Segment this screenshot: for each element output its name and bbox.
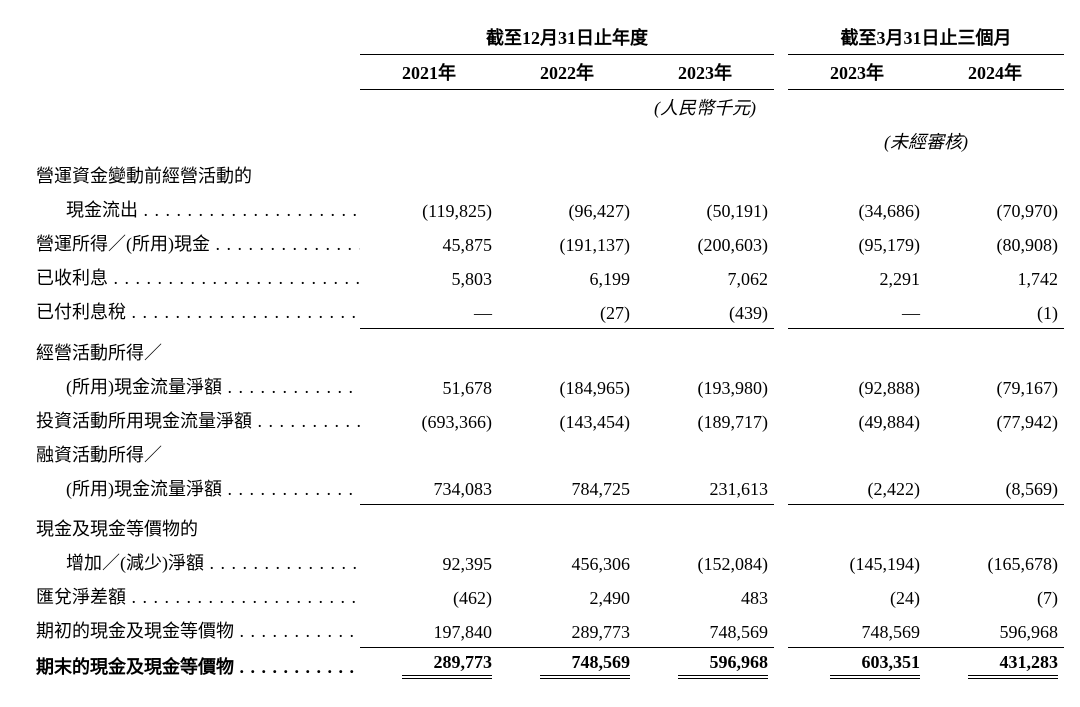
row-label: 已付利息稅 [36,302,126,322]
cell: 734,083 [360,471,498,505]
cell: (191,137) [498,226,636,260]
cell: 456,306 [498,545,636,579]
cell: (70,970) [926,192,1064,226]
col-q2024: 2024年 [926,55,1064,90]
row-label: 營運資金變動前經營活動的 [30,158,360,192]
cell: (27) [498,294,636,328]
cell: 92,395 [360,545,498,579]
quarter-group-header: 截至3月31日止三個月 [788,20,1064,55]
cell: 483 [636,579,774,613]
table-row: (所用)現金流量淨額 51,678 (184,965) (193,980) (9… [30,369,1064,403]
cell: 2,291 [788,260,926,294]
cell: (77,942) [926,403,1064,437]
table-row: (所用)現金流量淨額 734,083 784,725 231,613 (2,42… [30,471,1064,505]
cell: (143,454) [498,403,636,437]
unit-label: (人民幣千元) [636,90,774,125]
year-header-row: 2021年 2022年 2023年 2023年 2024年 [30,55,1064,90]
row-label: 現金流出 [66,200,138,220]
table-row: 現金流出 (119,825) (96,427) (50,191) (34,686… [30,192,1064,226]
row-label: (所用)現金流量淨額 [66,377,222,397]
cell: (462) [360,579,498,613]
cell: (165,678) [926,545,1064,579]
cell: (189,717) [636,403,774,437]
cell: 231,613 [636,471,774,505]
cell: 5,803 [360,260,498,294]
table-row: 融資活動所得／ [30,437,1064,471]
cell: 7,062 [636,260,774,294]
cell: (184,965) [498,369,636,403]
table-row: 已付利息稅 — (27) (439) — (1) [30,294,1064,328]
cell: 2,490 [498,579,636,613]
table-row: 匯兌淨差額 (462) 2,490 483 (24) (7) [30,579,1064,613]
table-row: 現金及現金等價物的 [30,511,1064,545]
cashflow-table: 截至12月31日止年度 截至3月31日止三個月 2021年 2022年 2023… [30,20,1064,683]
row-label: 期初的現金及現金等價物 [36,621,234,641]
cell: 6,199 [498,260,636,294]
cell: (95,179) [788,226,926,260]
cell: — [788,294,926,328]
cell: 1,742 [926,260,1064,294]
row-label: 匯兌淨差額 [36,587,126,607]
cell: 748,569 [636,613,774,647]
row-label: 融資活動所得／ [30,437,360,471]
table-row: 已收利息 5,803 6,199 7,062 2,291 1,742 [30,260,1064,294]
table-row: 營運資金變動前經營活動的 [30,158,1064,192]
cell: 197,840 [360,613,498,647]
cell: 289,773 [498,613,636,647]
cell: 51,678 [360,369,498,403]
cell: 431,283 [968,652,1058,679]
cell: 596,968 [678,652,768,679]
table-row: 投資活動所用現金流量淨額 (693,366) (143,454) (189,71… [30,403,1064,437]
cell: 784,725 [498,471,636,505]
cell: (2,422) [788,471,926,505]
cell: 603,351 [830,652,920,679]
cell: 596,968 [926,613,1064,647]
row-label: 投資活動所用現金流量淨額 [36,411,252,431]
cell: (193,980) [636,369,774,403]
row-label: (所用)現金流量淨額 [66,479,222,499]
annual-group-header: 截至12月31日止年度 [360,20,774,55]
cell: (50,191) [636,192,774,226]
unaudited-row: (未經審核) [30,124,1064,158]
cell: 45,875 [360,226,498,260]
final-row: 期末的現金及現金等價物 289,773 748,569 596,968 603,… [30,647,1064,683]
row-label: 已收利息 [36,268,108,288]
cell: (34,686) [788,192,926,226]
cell: (200,603) [636,226,774,260]
unaudited-label: (未經審核) [788,124,1064,158]
row-label: 經營活動所得／ [30,335,360,369]
col-2022: 2022年 [498,55,636,90]
col-2023: 2023年 [636,55,774,90]
cell: (8,569) [926,471,1064,505]
cell: 289,773 [402,652,492,679]
cell: (92,888) [788,369,926,403]
group-header-row: 截至12月31日止年度 截至3月31日止三個月 [30,20,1064,55]
cell: — [360,294,498,328]
table-row: 經營活動所得／ [30,335,1064,369]
cell: (439) [636,294,774,328]
table-row: 期初的現金及現金等價物 197,840 289,773 748,569 748,… [30,613,1064,647]
row-label: 營運所得／(所用)現金 [36,234,210,254]
col-q2023: 2023年 [788,55,926,90]
table-row: 增加／(減少)淨額 92,395 456,306 (152,084) (145,… [30,545,1064,579]
unit-row: (人民幣千元) [30,90,1064,125]
cell: 748,569 [540,652,630,679]
cell: (152,084) [636,545,774,579]
cell: 748,569 [788,613,926,647]
row-label: 增加／(減少)淨額 [66,553,204,573]
cell: (1) [926,294,1064,328]
cell: (79,167) [926,369,1064,403]
cell: (7) [926,579,1064,613]
table-row: 營運所得／(所用)現金 45,875 (191,137) (200,603) (… [30,226,1064,260]
col-2021: 2021年 [360,55,498,90]
cell: (693,366) [360,403,498,437]
cell: (24) [788,579,926,613]
cell: (49,884) [788,403,926,437]
cell: (96,427) [498,192,636,226]
row-label: 期末的現金及現金等價物 [36,657,234,677]
cell: (80,908) [926,226,1064,260]
row-label: 現金及現金等價物的 [30,511,360,545]
cell: (145,194) [788,545,926,579]
cell: (119,825) [360,192,498,226]
